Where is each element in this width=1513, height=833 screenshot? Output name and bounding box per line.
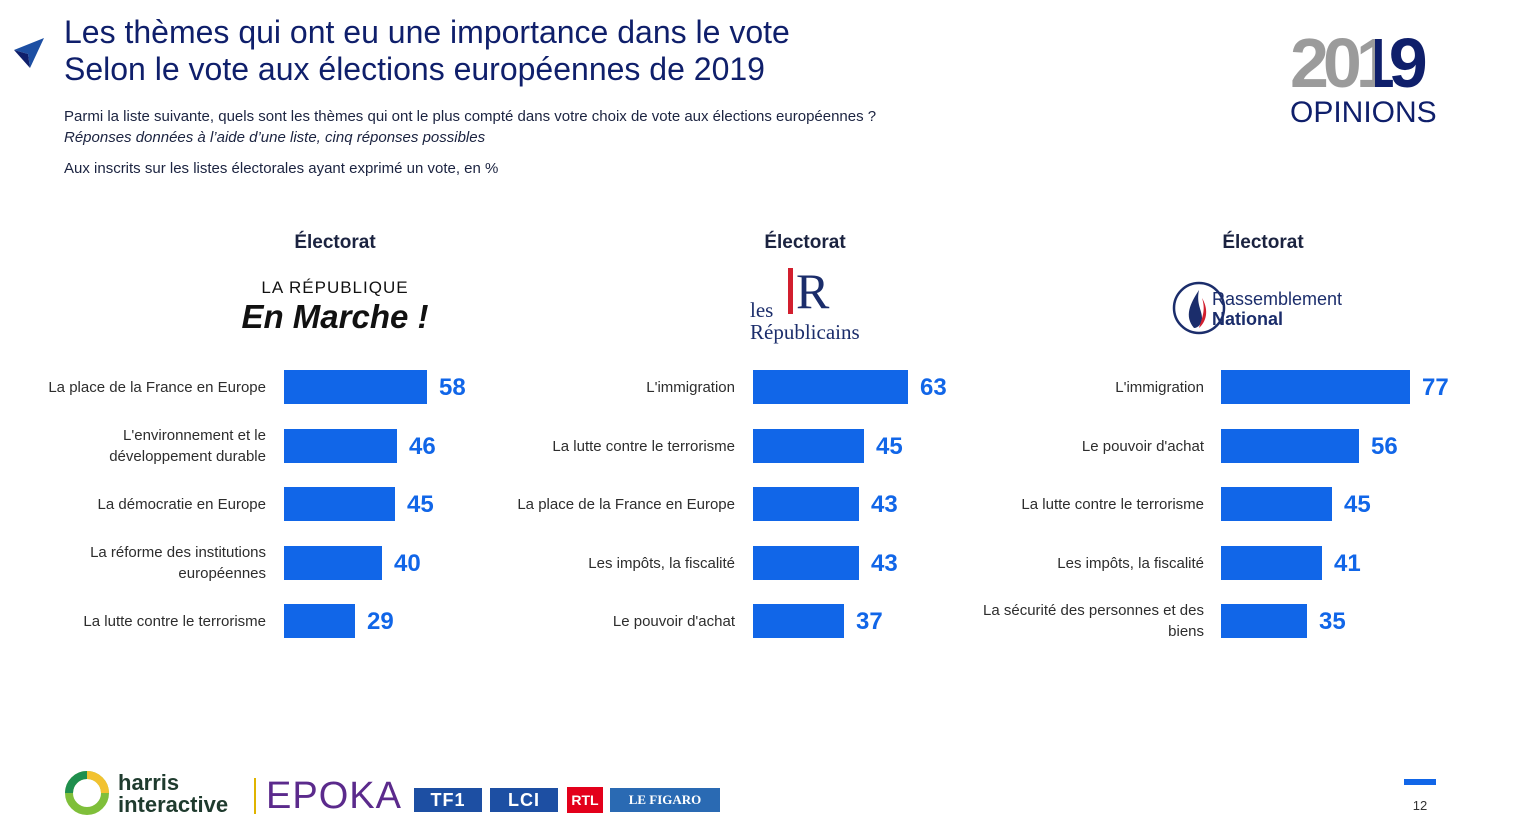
bar-lrem-4: [284, 546, 382, 580]
bar-lr-5: [753, 604, 844, 638]
page-marker: [1404, 779, 1436, 785]
rn-logo-line1: Rassemblement: [1212, 289, 1343, 309]
value-label-lr-4: 43: [871, 550, 898, 577]
category-label-rn-5: La sécurité des personnes et des biens: [983, 602, 1204, 640]
category-label-lrem-4: La réforme des institutions européennes: [90, 544, 266, 582]
lci-logo: LCI: [490, 788, 558, 812]
lr-logo-line2: Républicains: [750, 320, 860, 344]
figaro-logo: LE FIGARO: [610, 788, 720, 812]
brand-logo: 2019 OPINIONS: [1290, 28, 1460, 128]
category-label-rn-3: La lutte contre le terrorisme: [1021, 495, 1204, 513]
bar-lrem-1: [284, 370, 427, 404]
rn-logo-line2: National: [1212, 309, 1284, 329]
value-label-lr-5: 37: [856, 608, 883, 635]
category-label-lrem-5: La lutte contre le terrorisme: [83, 612, 266, 630]
category-label-rn-1: L'immigration: [1115, 378, 1204, 396]
category-label-lr-4: Les impôts, la fiscalité: [588, 554, 735, 572]
bar-rn-5: [1221, 604, 1307, 638]
value-label-rn-4: 41: [1334, 550, 1361, 577]
rtl-logo: RTL: [567, 787, 603, 813]
bar-rn-4: [1221, 546, 1322, 580]
bar-lr-4: [753, 546, 859, 580]
rn-flame-icon: [1172, 281, 1226, 335]
value-label-lrem-5: 29: [367, 608, 394, 635]
harris-ring-icon: [65, 771, 109, 815]
category-label-lrem-3: La démocratie en Europe: [97, 495, 266, 513]
lr-logo-line1: les: [750, 298, 774, 322]
bar-lrem-5: [284, 604, 355, 638]
tf1-logo: TF1: [414, 788, 482, 812]
value-label-lr-3: 43: [871, 491, 898, 518]
bar-rn-2: [1221, 429, 1359, 463]
bar-lrem-3: [284, 487, 395, 521]
bar-rn-3: [1221, 487, 1332, 521]
category-label-lr-5: Le pouvoir d'achat: [612, 612, 735, 630]
panel-header-lr: Électorat: [764, 232, 846, 253]
value-label-lr-1: 63: [920, 374, 947, 401]
category-label-rn-2: Le pouvoir d'achat: [1081, 437, 1204, 455]
panel-header-lrem: Électorat: [294, 232, 376, 253]
epoka-logo: EPOKA: [266, 775, 402, 817]
category-label-lrem-2: L'environnement et le développement dura…: [109, 427, 266, 465]
lrem-logo-top: LA RÉPUBLIQUE: [261, 278, 409, 297]
rn-logo: Rassemblement National: [1170, 280, 1370, 338]
lr-logo-mark: R: [796, 263, 830, 319]
value-label-rn-2: 56: [1371, 433, 1398, 460]
brand-word: OPINIONS: [1290, 96, 1437, 129]
value-label-lrem-2: 46: [409, 433, 436, 460]
category-label-lrem-1: La place de la France en Europe: [48, 378, 266, 396]
value-label-lr-2: 45: [876, 433, 903, 460]
panel-header-rn: Électorat: [1222, 232, 1304, 253]
value-label-rn-3: 45: [1344, 491, 1371, 518]
lrem-logo: LA RÉPUBLIQUE En Marche !: [220, 278, 450, 336]
base-text: Aux inscrits sur les listes électorales …: [64, 160, 499, 177]
value-label-lrem-3: 45: [407, 491, 434, 518]
footer-divider: [254, 778, 256, 814]
value-label-rn-5: 35: [1319, 608, 1346, 635]
lr-logo-bar: [788, 268, 793, 314]
value-label-lrem-4: 40: [394, 550, 421, 577]
title-line-2: Selon le vote aux élections européennes …: [64, 51, 765, 87]
category-label-lr-2: La lutte contre le terrorisme: [552, 437, 735, 455]
brand-year: 2019: [1290, 28, 1460, 98]
lrem-logo-bottom: En Marche !: [241, 298, 429, 335]
harris-text-1: harris: [118, 770, 180, 795]
bar-rn-1: [1221, 370, 1410, 404]
bar-lrem-2: [284, 429, 397, 463]
lr-logo: R les Républicains: [748, 263, 878, 344]
page-title: Les thèmes qui ont eu une importance dan…: [64, 14, 790, 88]
category-label-rn-4: Les impôts, la fiscalité: [1057, 554, 1204, 572]
value-label-lrem-1: 58: [439, 374, 466, 401]
bar-lr-3: [753, 487, 859, 521]
page-number: 12: [1412, 798, 1428, 813]
value-label-rn-1: 77: [1422, 374, 1449, 401]
bar-lr-1: [753, 370, 908, 404]
bar-lr-2: [753, 429, 864, 463]
harris-logo: harris interactive: [62, 768, 247, 820]
category-label-lr-1: L'immigration: [646, 378, 735, 396]
title-line-1: Les thèmes qui ont eu une importance dan…: [64, 14, 790, 50]
arrow-icon: [14, 38, 44, 68]
category-label-lr-3: La place de la France en Europe: [517, 495, 735, 513]
question-text: Parmi la liste suivante, quels sont les …: [64, 108, 877, 125]
harris-text-2: interactive: [118, 792, 229, 817]
instruction-text: Réponses données à l’aide d’une liste, c…: [64, 129, 486, 146]
